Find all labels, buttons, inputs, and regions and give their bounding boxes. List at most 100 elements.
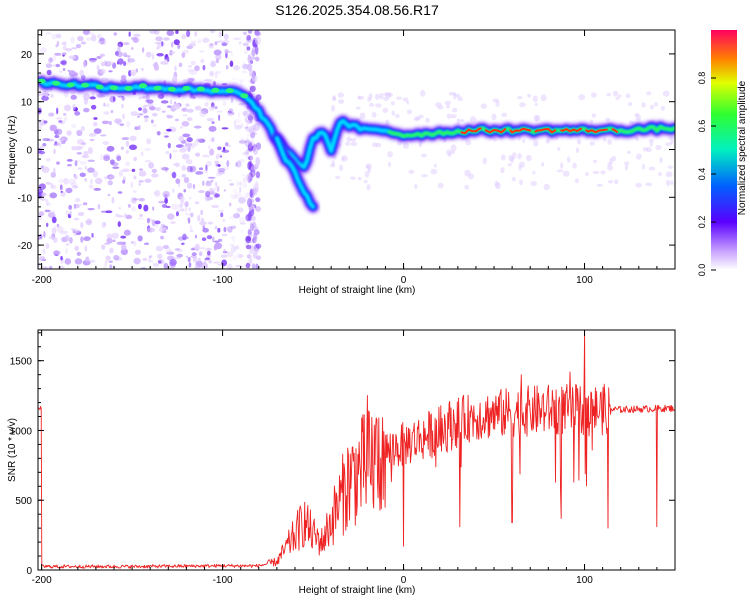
noise-blob [113,32,117,36]
noise-blob [145,94,150,100]
noise-blob [420,89,426,97]
noise-blob [169,172,173,175]
x-tick-label: -100 [213,275,233,286]
noise-blob [255,263,259,269]
noise-blob [224,142,229,147]
noise-blob [165,151,170,155]
ridge-spot [138,83,147,89]
noise-blob [218,114,221,121]
noise-blob [615,96,620,100]
noise-blob [645,182,653,187]
noise-blob [635,182,642,188]
noise-blob [211,236,215,243]
noise-blob [500,167,505,174]
noise-blob [49,192,58,199]
noise-blob [167,213,175,220]
spectrogram-noise [38,30,675,269]
noise-blob [45,222,49,228]
noise-blob [230,51,234,56]
noise-blob [144,104,150,108]
noise-blob [100,210,109,213]
noise-blob [226,160,230,168]
noise-blob [188,64,192,68]
noise-blob [349,137,357,142]
y-tick-label: -10 [18,193,33,204]
x-tick-label: 0 [401,275,407,286]
noise-blob [197,247,206,250]
noise-blob [518,179,524,186]
noise-blob [534,102,538,106]
noise-blob [332,96,337,101]
noise-blob [129,144,137,151]
noise-blob [172,51,176,54]
noise-blob [45,32,52,35]
noise-blob [234,192,243,199]
noise-blob [117,191,123,194]
noise-blob [87,159,96,162]
noise-blob [247,197,252,208]
noise-blob [123,61,127,67]
noise-blob [120,146,124,150]
noise-blob [591,113,597,118]
noise-blob [137,235,143,242]
noise-blob [55,117,63,120]
noise-blob [500,154,506,161]
noise-blob [624,163,629,171]
noise-blob [239,217,246,224]
noise-blob [53,148,56,154]
noise-blob [132,37,140,43]
noise-blob [46,69,52,76]
noise-blob [194,243,200,249]
noise-blob [53,143,58,146]
noise-blob [148,30,157,34]
noise-blob [100,61,106,67]
noise-blob [230,246,236,253]
noise-blob [44,209,51,213]
noise-blob [130,241,134,244]
noise-blob [124,213,127,219]
noise-blob [200,108,209,115]
noise-blob [68,55,76,60]
noise-blob [459,119,465,123]
noise-blob [612,90,619,97]
noise-blob [87,32,96,35]
noise-blob [87,167,95,173]
noise-blob [102,140,109,146]
noise-blob [130,181,133,188]
noise-blob [236,180,239,187]
noise-blob [589,119,594,124]
noise-blob [65,210,69,216]
noise-blob [64,258,72,265]
noise-blob [345,141,351,146]
noise-blob [242,182,247,189]
noise-blob [138,197,145,202]
noise-blob [117,95,124,98]
noise-blob [121,168,130,173]
noise-blob [72,103,77,111]
noise-blob [152,206,155,211]
noise-blob [220,254,228,258]
noise-blob [251,166,257,172]
noise-blob [177,43,181,50]
noise-blob [195,171,204,175]
noise-blob [134,126,139,131]
noise-blob [246,173,252,182]
noise-blob [545,138,550,144]
noise-blob [635,114,642,121]
noise-blob [255,94,262,101]
noise-blob [243,178,246,184]
noise-blob [239,222,246,225]
noise-blob [138,179,144,183]
noise-blob [123,52,128,58]
noise-blob [627,150,631,154]
noise-blob [617,94,622,98]
noise-blob [62,45,67,51]
noise-blob [199,50,205,53]
noise-blob [54,134,60,139]
noise-blob [390,101,395,106]
noise-blob [255,197,261,203]
noise-blob [245,262,251,269]
spectrogram-x-label: Height of straight line (km) [299,285,416,296]
noise-blob [533,114,539,122]
noise-blob [154,220,161,225]
